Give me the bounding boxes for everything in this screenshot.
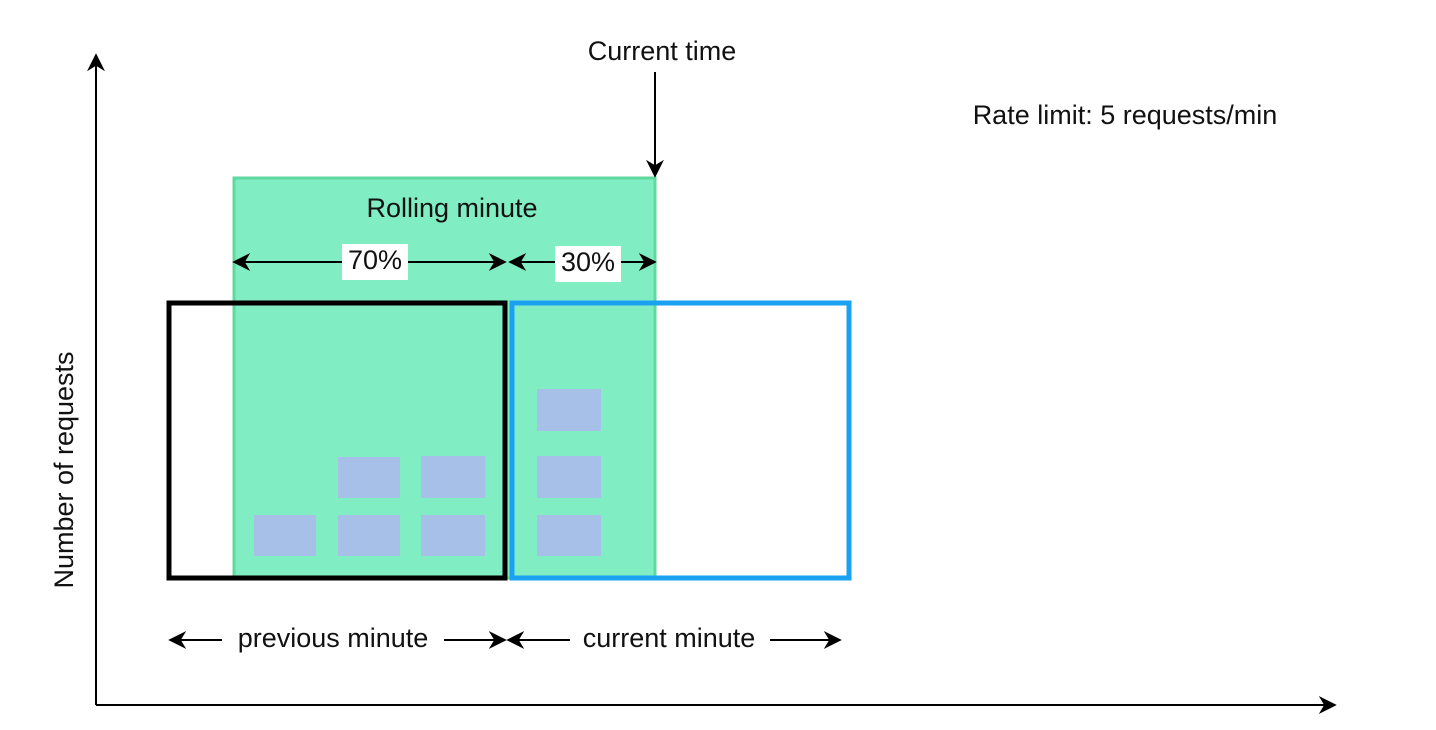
request [537, 515, 601, 556]
label-background [570, 624, 770, 656]
current-time-label: Current time [588, 36, 737, 66]
request [254, 515, 316, 556]
request [537, 456, 601, 498]
rate-limit-label: Rate limit: 5 requests/min [973, 100, 1278, 130]
request [338, 457, 400, 498]
previous-minute-window [166, 300, 508, 581]
current-share-label: 30% [561, 247, 615, 277]
label-background [342, 244, 408, 280]
previous-share-label: 70% [348, 245, 402, 275]
request [421, 456, 485, 498]
current-minute-window [509, 300, 852, 581]
label-background [222, 624, 444, 656]
rolling-minute-label: Rolling minute [366, 193, 537, 223]
label-background [555, 246, 621, 282]
request [537, 389, 601, 431]
previous-minute-label: previous minute [238, 623, 429, 653]
request [421, 515, 485, 556]
rolling-window [232, 176, 657, 580]
current-minute-label: current minute [583, 623, 756, 653]
y-axis-label: Number of requests [49, 351, 79, 588]
request [338, 515, 400, 556]
